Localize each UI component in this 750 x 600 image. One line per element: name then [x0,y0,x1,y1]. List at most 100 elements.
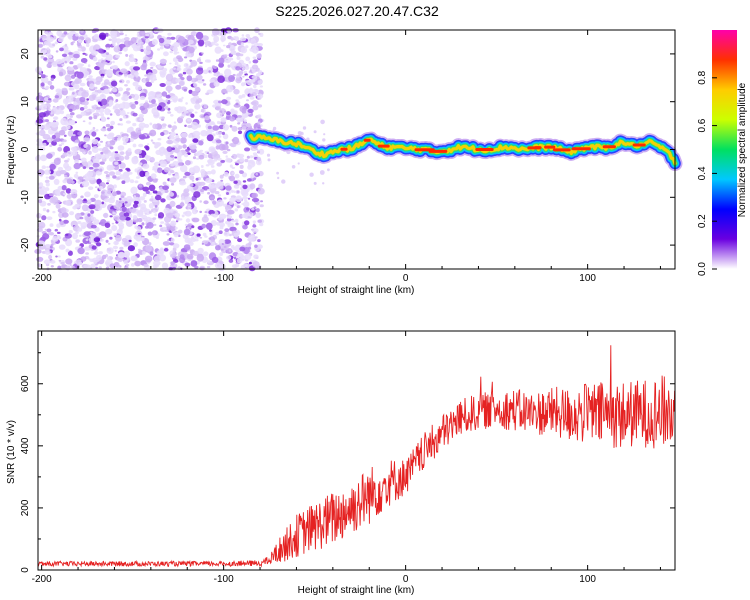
noise-dot [281,179,286,184]
noise-dot [218,57,225,64]
noise-dot [110,30,115,36]
noise-dot [151,195,154,199]
noise-dot [142,192,147,197]
noise-dot [177,64,181,69]
noise-dot [242,184,248,190]
noise-dot [173,121,177,124]
noise-dot [226,111,231,116]
noise-dot [132,215,138,220]
noise-dot [224,110,227,113]
noise-dot [167,239,170,242]
noise-dot [108,171,116,176]
noise-dot [86,171,94,178]
noise-dot [65,248,70,253]
noise-dot [199,210,202,214]
noise-dot [93,115,98,120]
noise-dot [112,175,117,179]
noise-dot [81,91,89,98]
noise-dot [231,139,235,142]
noise-dot [250,38,256,45]
noise-dot [105,174,110,178]
noise-dot [323,133,326,136]
noise-dot [55,255,58,258]
noise-dot [195,152,200,156]
noise-dot [105,228,113,235]
noise-dot [98,48,104,54]
noise-dot [112,60,115,64]
noise-dot [151,99,156,104]
noise-dot [204,154,208,158]
noise-dot [257,114,262,119]
noise-dot [218,135,222,138]
noise-dot [243,70,248,74]
noise-dot [134,180,139,184]
noise-dot [135,176,141,179]
noise-dot [123,40,131,48]
noise-dot [192,130,201,137]
noise-dot [256,148,259,151]
noise-dot [141,251,146,255]
noise-dot [215,131,223,136]
noise-dot [83,198,87,202]
noise-dot [300,131,304,136]
noise-dot [106,133,114,140]
noise-dot [132,143,137,148]
noise-dot [119,123,124,126]
noise-dot [95,76,103,83]
noise-dot [254,244,258,248]
noise-dot [113,45,121,53]
noise-dot [64,99,70,104]
noise-dot [93,194,99,199]
noise-dot [153,260,161,267]
noise-dot [178,159,183,163]
noise-dot [140,237,145,242]
noise-dot [190,60,198,67]
noise-dot [38,146,46,151]
noise-dot [87,213,91,217]
noise-dot [230,37,234,41]
noise-dot [70,112,75,116]
noise-dot [90,50,98,56]
noise-dot [44,249,51,255]
noise-dot [80,195,84,199]
noise-dot [92,155,100,163]
noise-dot [189,65,193,68]
noise-dot [165,99,169,102]
noise-dot [206,265,211,269]
noise-dot [56,223,61,228]
noise-dot [230,245,235,249]
noise-dot [162,181,167,186]
noise-dot [222,44,226,47]
noise-dot [245,74,248,77]
noise-dot [206,189,210,191]
noise-dot [322,182,325,185]
noise-dot [201,216,209,223]
noise-dot [96,254,102,261]
noise-dot [53,157,61,165]
noise-dot [101,191,105,194]
noise-dot [248,234,256,242]
noise-dot [229,116,236,122]
snr-frame [37,330,676,571]
noise-dot [233,190,236,193]
noise-dot [160,132,165,136]
noise-dot [88,121,92,125]
noise-dot [115,171,121,176]
noise-dot [68,52,73,55]
noise-dot [154,205,158,208]
noise-dot [258,183,263,189]
noise-dot [236,154,240,156]
noise-dot [143,48,146,50]
noise-dot [233,180,238,184]
noise-dot [150,78,154,81]
colorbar-tick-label: 0.4 [697,166,708,180]
noise-dot [109,99,113,104]
noise-dot [179,256,186,264]
noise-dot [208,237,212,240]
noise-dot [124,201,128,204]
noise-dot [118,168,123,172]
noise-dot [225,155,228,158]
noise-dot [44,228,47,231]
noise-dot [230,108,235,113]
noise-dot [118,197,122,201]
